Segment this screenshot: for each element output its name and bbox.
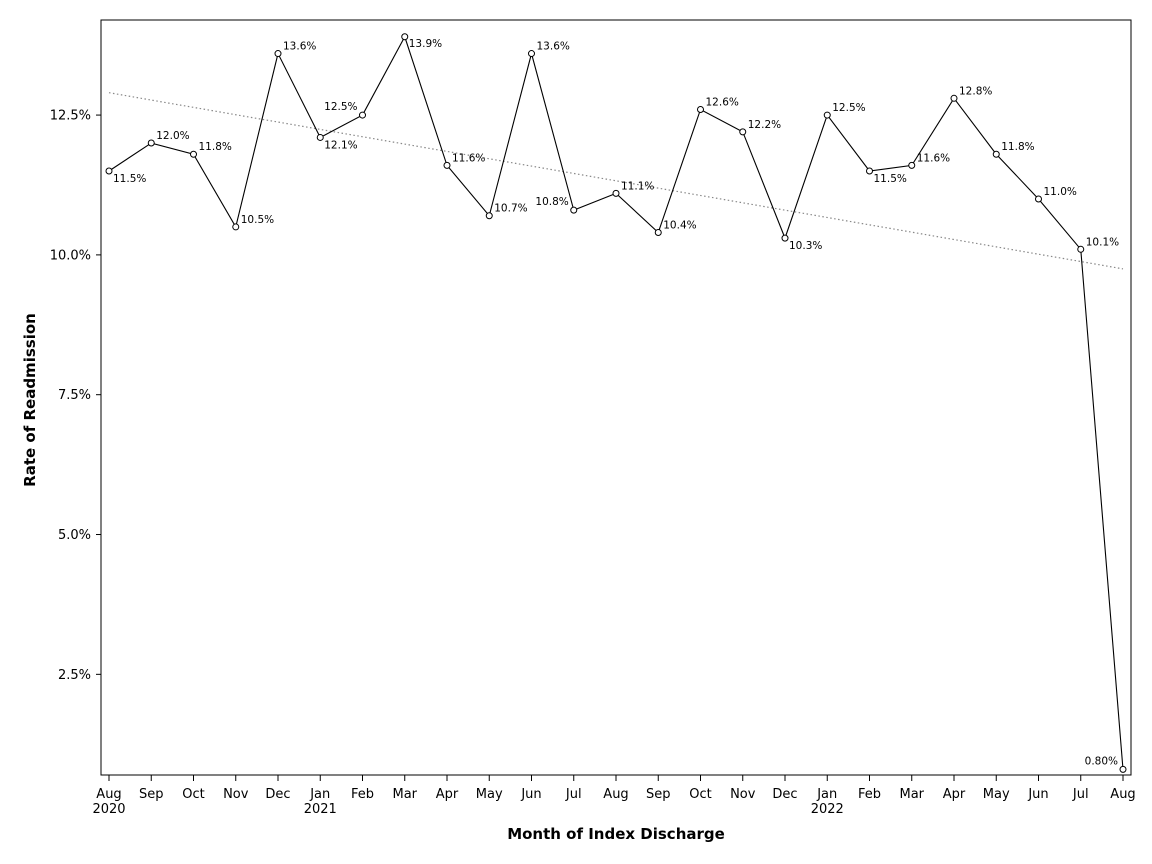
data-point	[1035, 195, 1042, 203]
trend-line-layer	[108, 92, 1124, 270]
x-tick-label: Jan	[309, 787, 330, 802]
data-label: 10.1%	[1086, 236, 1119, 248]
data-label: 13.9%	[409, 38, 442, 50]
data-label: 11.8%	[199, 141, 232, 153]
data-point	[1119, 765, 1127, 773]
data-label: 10.5%	[241, 214, 274, 226]
data-point	[359, 111, 366, 119]
x-tick-label: Dec	[772, 787, 797, 802]
data-label: 12.8%	[959, 85, 992, 97]
data-label: 11.0%	[1044, 186, 1077, 198]
data-point	[866, 167, 873, 175]
data-label: 11.6%	[452, 152, 485, 164]
data-label: 11.8%	[1001, 141, 1034, 153]
data-point	[232, 223, 240, 231]
data-point	[654, 229, 662, 237]
x-tick-label: Sep	[139, 787, 164, 802]
x-tick-label: May	[983, 787, 1010, 802]
data-label: 13.6%	[283, 41, 316, 53]
y-tick-label: 10.0%	[50, 248, 91, 263]
data-point	[105, 167, 113, 175]
data-label: 10.8%	[535, 196, 568, 208]
y-axis: 2.5% 5.0% 7.5% 10.0% 12.5%	[50, 109, 101, 683]
series-line	[108, 35, 1124, 770]
data-label: 11.5%	[874, 173, 907, 185]
data-point	[274, 50, 282, 58]
data-point	[908, 161, 916, 169]
data-point	[401, 33, 409, 41]
data-label: 11.5%	[113, 173, 146, 185]
x-tick-label: Jun	[1027, 787, 1048, 802]
y-tick-label: 5.0%	[58, 528, 91, 543]
data-label: 12.2%	[748, 119, 781, 131]
x-tick-label: Feb	[351, 787, 374, 802]
x-tick-label: Apr	[436, 787, 459, 802]
data-point	[528, 50, 535, 58]
data-point	[570, 206, 578, 214]
data-point	[485, 212, 493, 220]
data-point	[190, 150, 197, 158]
x-axis-title: Month of Index Discharge	[507, 825, 725, 843]
data-label-layer: 11.5% 12.0% 11.8% 10.5% 13.6% 12.1% 12.5% 13.9%…	[113, 38, 1119, 768]
x-tick-label: Nov	[730, 787, 756, 802]
x-tick-label: Oct	[689, 787, 711, 802]
data-point	[781, 234, 789, 242]
y-tick-label: 12.5%	[50, 109, 91, 124]
x-tick-year-label: 2022	[811, 802, 844, 817]
data-label: 10.7%	[494, 203, 527, 215]
x-tick-label: Oct	[182, 787, 204, 802]
data-label: 12.5%	[324, 101, 357, 113]
x-tick-label: Nov	[223, 787, 249, 802]
data-label: 11.6%	[917, 152, 950, 164]
y-tick-label: 7.5%	[58, 388, 91, 403]
data-label: 12.1%	[324, 139, 357, 151]
x-tick-label: Jul	[1072, 787, 1089, 802]
data-label: 0.80%	[1085, 755, 1118, 767]
x-tick-year-label: 2021	[304, 802, 337, 817]
x-tick-label: Dec	[265, 787, 290, 802]
trend-line	[108, 92, 1124, 270]
x-tick-label: Mar	[392, 787, 417, 802]
data-point	[739, 128, 747, 136]
data-label: 12.6%	[706, 96, 739, 108]
data-point	[316, 133, 324, 141]
data-label: 10.3%	[789, 240, 822, 252]
plot-frame	[100, 19, 1132, 776]
data-label: 11.1%	[621, 180, 654, 192]
data-point	[697, 105, 704, 113]
x-tick-label: Jun	[520, 787, 541, 802]
data-point	[147, 139, 155, 147]
data-point	[1077, 245, 1085, 253]
data-label: 12.0%	[156, 130, 189, 142]
y-axis-title: Rate of Readmission	[21, 313, 39, 487]
data-point	[823, 111, 831, 119]
x-tick-label: Apr	[943, 787, 966, 802]
x-tick-label: Sep	[646, 787, 671, 802]
data-label: 10.4%	[663, 220, 696, 232]
x-tick-label: May	[476, 787, 503, 802]
data-label: 12.5%	[832, 102, 865, 114]
x-tick-label: Aug	[603, 787, 628, 802]
data-point	[443, 161, 451, 169]
y-tick-label: 2.5%	[58, 668, 91, 683]
x-tick-label: Aug	[1110, 787, 1135, 802]
data-label: 13.6%	[537, 41, 570, 53]
series-layer	[105, 33, 1127, 773]
x-tick-label: Mar	[899, 787, 924, 802]
x-tick-label: Jul	[565, 787, 582, 802]
data-point	[612, 189, 620, 197]
x-tick-label: Jan	[816, 787, 837, 802]
x-tick-year-label: 2020	[92, 802, 125, 817]
data-point	[950, 94, 958, 102]
x-tick-label: Feb	[858, 787, 881, 802]
data-point	[992, 150, 1000, 158]
x-tick-label: Aug	[96, 787, 121, 802]
